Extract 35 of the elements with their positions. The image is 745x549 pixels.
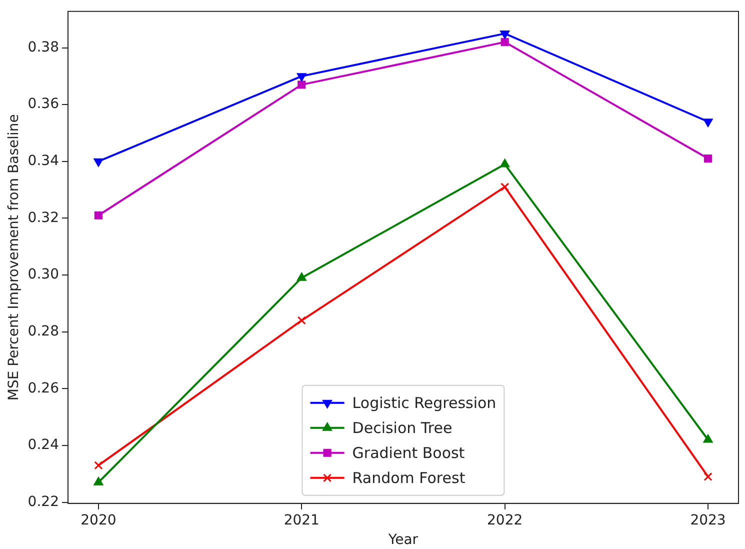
point — [500, 158, 510, 168]
point — [704, 154, 712, 163]
legend-label: Logistic Regression — [352, 394, 496, 412]
y-tick-label: 0.32 — [28, 210, 59, 226]
y-tick-label: 0.30 — [28, 266, 59, 283]
point — [94, 476, 104, 486]
point — [703, 434, 713, 443]
point — [500, 38, 509, 46]
point — [703, 118, 713, 128]
legend-label: Random Forest — [352, 468, 466, 487]
x-tick-label: 2023 — [690, 512, 726, 528]
legend-label: Decision Tree — [352, 418, 452, 437]
point — [500, 182, 510, 192]
x-axis-title: Year — [387, 532, 418, 548]
y-tick-label: 0.22 — [28, 494, 59, 510]
y-tick-label: 0.24 — [28, 437, 60, 454]
point — [94, 461, 103, 470]
point — [298, 80, 306, 89]
point — [296, 73, 306, 82]
y-tick-label: 0.34 — [28, 153, 60, 170]
point — [94, 158, 104, 167]
point — [297, 316, 306, 325]
y-tick-label: 0.36 — [28, 96, 60, 112]
legend-label: Gradient Boost — [352, 444, 465, 462]
y-tick-label: 0.38 — [28, 39, 59, 56]
point — [704, 472, 712, 481]
y-tick-label: 0.28 — [28, 323, 59, 340]
x-tick-label: 2020 — [80, 512, 116, 528]
y-axis-title: MSE Percent Improvement from Baseline — [6, 114, 22, 401]
point — [94, 211, 102, 220]
x-tick-label: 2021 — [284, 512, 320, 528]
x-tick-label: 2022 — [487, 512, 523, 528]
point — [500, 30, 510, 40]
point — [296, 272, 306, 281]
y-tick-label: 0.26 — [28, 380, 60, 396]
